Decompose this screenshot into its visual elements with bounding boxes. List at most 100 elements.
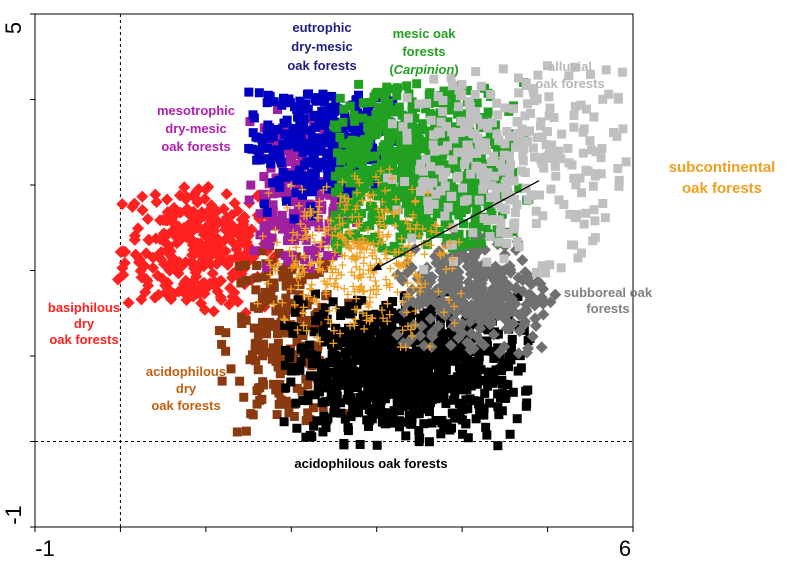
point-acidophilous — [348, 404, 358, 414]
point-acidophilous — [455, 413, 465, 423]
point-acidophilous — [424, 375, 434, 385]
point-acidophilous — [363, 421, 373, 431]
point-subcontinental — [362, 316, 371, 325]
point-acidophilous — [372, 440, 382, 450]
point-acidophilous — [346, 309, 356, 319]
point-subcontinental — [298, 185, 307, 194]
point-subcontinental — [271, 226, 280, 235]
point-mesic — [398, 142, 408, 152]
point-mesic — [439, 86, 449, 96]
point-acidophilous — [421, 366, 431, 376]
point-alluvial — [517, 166, 527, 176]
point-mesic — [453, 109, 463, 119]
point-acidophilous — [346, 412, 356, 422]
point-subcontinental — [329, 339, 338, 348]
point-acidophilous — [395, 356, 405, 366]
point-alluvial — [569, 110, 579, 120]
point-eutrophic — [298, 147, 308, 157]
point-acidophilous_dry — [258, 339, 268, 349]
point-mesic — [446, 180, 456, 190]
point-acidophilous — [377, 379, 387, 389]
point-alluvial — [496, 159, 506, 169]
point-basiphilous — [192, 283, 205, 296]
point-subboreal — [406, 283, 419, 296]
point-acidophilous — [310, 289, 320, 299]
point-acidophilous — [372, 348, 382, 358]
label-line: mesotrophic — [157, 103, 235, 118]
point-acidophilous_dry — [271, 306, 281, 316]
point-eutrophic — [279, 129, 289, 139]
point-subcontinental — [390, 248, 399, 257]
point-acidophilous — [471, 414, 481, 424]
point-mesic — [382, 82, 392, 92]
point-subcontinental — [395, 206, 404, 215]
point-subcontinental — [300, 253, 309, 262]
point-acidophilous — [427, 304, 437, 314]
point-acidophilous_dry — [303, 380, 313, 390]
point-basiphilous — [183, 218, 196, 231]
point-acidophilous_dry — [240, 260, 250, 270]
point-acidophilous — [343, 426, 353, 436]
point-alluvial — [500, 139, 510, 149]
y-axis-min-label: -1 — [1, 505, 26, 525]
point-mesic — [374, 103, 384, 113]
point-alluvial — [600, 213, 610, 223]
point-subcontinental — [344, 194, 353, 203]
point-mesic — [351, 150, 361, 160]
point-subcontinental — [380, 222, 389, 231]
point-acidophilous — [521, 401, 531, 411]
point-acidophilous — [390, 362, 400, 372]
point-acidophilous — [462, 357, 472, 367]
point-subcontinental — [339, 234, 348, 243]
point-acidophilous — [436, 393, 446, 403]
point-alluvial — [483, 168, 493, 178]
point-subcontinental — [368, 313, 377, 322]
point-alluvial — [544, 92, 554, 102]
point-subcontinental — [294, 281, 303, 290]
point-alluvial — [414, 99, 424, 109]
point-subcontinental — [328, 231, 337, 240]
point-subcontinental — [377, 306, 386, 315]
point-alluvial — [621, 157, 631, 167]
point-acidophilous — [380, 394, 390, 404]
point-eutrophic — [276, 158, 286, 168]
point-basiphilous — [122, 296, 135, 309]
point-mesic — [335, 93, 345, 103]
point-mesic — [383, 161, 393, 171]
point-alluvial — [441, 167, 451, 177]
point-eutrophic — [285, 139, 295, 149]
point-basiphilous — [133, 253, 146, 266]
point-acidophilous — [405, 419, 415, 429]
point-subcontinental — [385, 165, 394, 174]
point-acidophilous — [487, 346, 497, 356]
point-eutrophic — [309, 111, 319, 121]
point-acidophilous — [404, 410, 414, 420]
point-subcontinental — [330, 248, 339, 257]
point-alluvial — [521, 78, 531, 88]
point-acidophilous — [418, 393, 428, 403]
point-eutrophic — [301, 99, 311, 109]
point-acidophilous — [299, 348, 309, 358]
point-alluvial — [531, 206, 541, 216]
point-acidophilous — [503, 362, 513, 372]
point-mesic — [399, 247, 409, 257]
point-subcontinental — [374, 178, 383, 187]
point-mesic — [382, 127, 392, 137]
point-acidophilous_dry — [310, 269, 320, 279]
point-subcontinental — [285, 246, 294, 255]
point-acidophilous — [485, 375, 495, 385]
point-alluvial — [487, 118, 497, 128]
point-alluvial — [403, 113, 413, 123]
point-mesotrophic — [291, 159, 301, 169]
point-subcontinental — [328, 256, 337, 265]
point-subcontinental — [322, 182, 331, 191]
point-basiphilous — [206, 267, 219, 280]
point-mesic — [435, 228, 445, 238]
point-acidophilous — [405, 400, 415, 410]
point-mesic — [414, 227, 424, 237]
point-acidophilous — [498, 358, 508, 368]
point-subcontinental — [315, 337, 324, 346]
point-alluvial — [537, 158, 547, 168]
point-subcontinental — [295, 201, 304, 210]
point-subcontinental — [324, 225, 333, 234]
